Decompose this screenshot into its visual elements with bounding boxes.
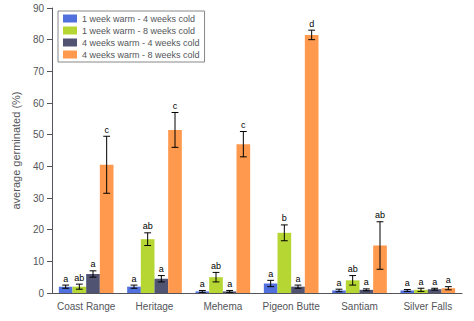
svg-text:a: a	[405, 278, 410, 288]
svg-text:ab: ab	[348, 264, 358, 274]
svg-text:Santiam: Santiam	[341, 301, 378, 312]
svg-text:4 weeks warm - 4 weeks cold: 4 weeks warm - 4 weeks cold	[82, 38, 200, 48]
svg-text:a: a	[131, 274, 136, 284]
svg-text:10: 10	[33, 256, 45, 267]
svg-text:c: c	[173, 101, 178, 111]
svg-text:a: a	[227, 279, 232, 289]
svg-text:40: 40	[33, 161, 45, 172]
svg-text:average germinated (%): average germinated (%)	[10, 91, 22, 209]
svg-text:4 weeks warm - 8 weeks cold: 4 weeks warm - 8 weeks cold	[82, 50, 200, 60]
svg-text:20: 20	[33, 224, 45, 235]
svg-text:a: a	[63, 274, 68, 284]
svg-text:ab: ab	[211, 261, 221, 271]
svg-text:Pigeon Butte: Pigeon Butte	[263, 301, 321, 312]
svg-text:a: a	[418, 277, 423, 287]
svg-text:50: 50	[33, 129, 45, 140]
svg-text:90: 90	[33, 3, 45, 14]
svg-text:a: a	[268, 269, 273, 279]
svg-text:30: 30	[33, 193, 45, 204]
svg-text:a: a	[295, 274, 300, 284]
svg-text:Coast Range: Coast Range	[57, 301, 116, 312]
svg-text:a: a	[336, 278, 341, 288]
svg-text:a: a	[432, 277, 437, 287]
svg-text:0: 0	[38, 288, 44, 299]
svg-text:70: 70	[33, 66, 45, 77]
svg-text:c: c	[104, 125, 109, 135]
svg-text:a: a	[90, 259, 95, 269]
svg-text:c: c	[241, 120, 246, 130]
svg-text:a: a	[200, 279, 205, 289]
svg-text:ab: ab	[143, 221, 153, 231]
svg-text:b: b	[282, 213, 287, 223]
svg-text:ab: ab	[375, 210, 385, 220]
svg-text:a: a	[159, 264, 164, 274]
svg-text:a: a	[364, 277, 369, 287]
svg-text:Heritage: Heritage	[136, 301, 174, 312]
svg-text:1 week warm - 8 weeks cold: 1 week warm - 8 weeks cold	[82, 26, 195, 36]
svg-text:Silver Falls: Silver Falls	[403, 301, 452, 312]
svg-text:d: d	[309, 19, 314, 29]
svg-text:ab: ab	[74, 273, 84, 283]
svg-text:Mehema: Mehema	[203, 301, 242, 312]
svg-text:60: 60	[33, 98, 45, 109]
svg-text:a: a	[446, 275, 451, 285]
svg-text:1 week warm - 4 weeks cold: 1 week warm - 4 weeks cold	[82, 14, 195, 24]
svg-text:80: 80	[33, 34, 45, 45]
